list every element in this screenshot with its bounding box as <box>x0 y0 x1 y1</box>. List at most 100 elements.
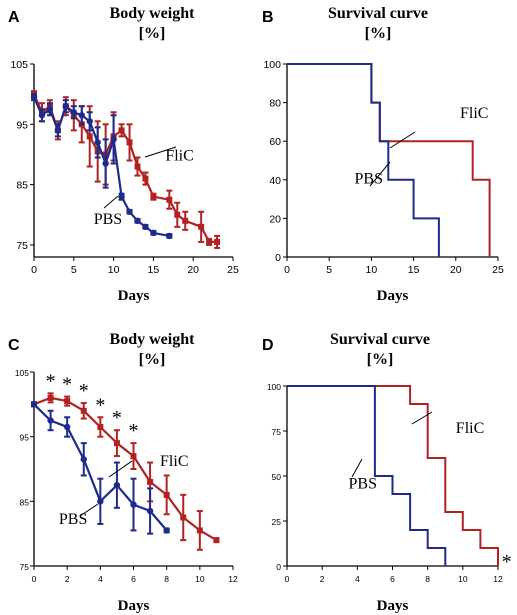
y-tick-label: 105 <box>10 59 28 71</box>
x-tick-label: 4 <box>98 574 103 584</box>
data-point <box>130 453 137 460</box>
series-annotation: PBS <box>59 511 87 528</box>
series-flic <box>287 385 499 566</box>
leader-line <box>351 458 363 478</box>
y-tick-label: 105 <box>15 368 29 378</box>
x-tick-label: 5 <box>71 264 77 276</box>
leader-line <box>389 131 416 149</box>
panel-label: C <box>8 337 20 354</box>
significance-star: * <box>502 551 512 573</box>
data-point <box>118 193 125 200</box>
data-point <box>70 109 78 116</box>
chart-title: Survival curve <box>328 5 428 22</box>
data-point <box>47 417 54 424</box>
data-point <box>63 423 71 431</box>
series-annotation: FliC <box>160 453 188 470</box>
series-line-pbs <box>287 385 447 566</box>
x-tick-label: 20 <box>450 264 462 276</box>
data-point <box>62 103 70 110</box>
chart-title: Body weight <box>110 5 196 22</box>
y-tick-label: 20 <box>269 213 281 225</box>
x-tick-label: 8 <box>164 574 169 584</box>
panel-c: C Body weight [%] Days 0 2 4 6 8 10 12 75 85 95 105 * * *… <box>8 331 238 614</box>
y-tick-label: 75 <box>20 562 30 572</box>
data-point <box>118 127 125 134</box>
data-point <box>102 160 109 167</box>
data-point <box>206 238 213 245</box>
data-point <box>30 93 38 101</box>
data-point <box>134 217 141 225</box>
x-tick-label: 8 <box>425 574 430 584</box>
data-point <box>126 139 133 146</box>
y-tick-label: 95 <box>20 433 30 443</box>
x-axis-label: Days <box>118 598 150 614</box>
series-annotation: PBS <box>355 171 383 188</box>
x-tick-label: 0 <box>31 264 37 276</box>
series-flic <box>31 392 220 551</box>
x-tick-label: 10 <box>366 264 378 276</box>
leader-line <box>411 411 433 425</box>
data-point <box>97 423 104 430</box>
x-tick-label: 12 <box>493 574 503 584</box>
x-tick-label: 5 <box>326 264 332 276</box>
series-annotation: FliC <box>460 105 488 122</box>
data-point <box>182 217 189 224</box>
y-tick-label: 100 <box>267 382 281 392</box>
significance-star: * <box>129 420 139 442</box>
y-tick-label: 80 <box>269 98 281 110</box>
y-tick-label: 95 <box>16 119 28 131</box>
chart-subtitle: [%] <box>365 25 392 42</box>
data-point <box>130 501 137 508</box>
significance-star: * <box>62 374 72 396</box>
panel-label: B <box>262 9 274 26</box>
data-point <box>166 196 173 203</box>
data-point <box>113 481 121 489</box>
annotation-leaders <box>79 131 433 517</box>
data-point <box>147 478 154 485</box>
leader-line <box>79 503 99 517</box>
x-tick-label: 10 <box>458 574 468 584</box>
data-point <box>80 456 87 463</box>
x-tick-label: 6 <box>390 574 395 584</box>
data-point <box>180 514 187 521</box>
data-point <box>64 398 71 405</box>
data-point <box>94 139 101 146</box>
panel-d: D Survival curve [%] Days 0 2 4 6 8 10 12 0 25 50 75 10… <box>262 331 512 614</box>
x-axis-label: Days <box>377 288 409 304</box>
data-point <box>142 223 149 231</box>
leader-line <box>144 146 177 158</box>
y-tick-label: 40 <box>269 175 281 187</box>
panel-b: B Survival curve [%] Days 0 5 10 15 20 25 0 20 40 60 8… <box>262 5 504 304</box>
chart-title: Survival curve <box>330 331 430 348</box>
data-point <box>46 106 54 113</box>
series-pbs <box>30 401 170 535</box>
data-point <box>150 229 157 237</box>
data-point <box>174 211 181 218</box>
data-point <box>196 527 203 534</box>
y-tick-label: 60 <box>269 136 281 148</box>
y-tick-label: 85 <box>20 497 30 507</box>
leader-line <box>103 195 119 209</box>
series-pbs <box>287 385 447 566</box>
x-tick-label: 25 <box>492 264 504 276</box>
data-point <box>146 507 154 515</box>
data-point <box>214 238 221 245</box>
data-point <box>38 112 46 119</box>
data-point <box>134 163 141 170</box>
x-tick-label: 20 <box>187 264 199 276</box>
data-point <box>113 440 120 447</box>
data-point <box>97 498 104 505</box>
y-tick-label: 0 <box>276 562 281 572</box>
chart-subtitle: [%] <box>139 351 166 368</box>
x-tick-label: 25 <box>227 264 239 276</box>
significance-star: * <box>46 370 56 392</box>
x-tick-label: 12 <box>228 574 238 584</box>
data-point <box>213 537 220 544</box>
leader-line <box>369 161 391 187</box>
chart-subtitle: [%] <box>139 25 166 42</box>
data-point <box>142 175 149 182</box>
x-tick-label: 4 <box>355 574 360 584</box>
x-tick-label: 0 <box>285 574 290 584</box>
chart-title: Body weight <box>110 331 196 348</box>
data-point <box>110 136 117 143</box>
